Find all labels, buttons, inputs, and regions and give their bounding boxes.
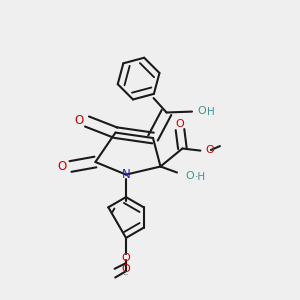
Text: O: O (175, 119, 184, 129)
Text: ·H: ·H (194, 172, 206, 182)
Text: methyl: methyl (124, 274, 128, 275)
Text: O: O (197, 106, 206, 116)
Text: O: O (185, 171, 194, 181)
Text: O: O (122, 263, 130, 274)
Text: N: N (122, 168, 130, 181)
Text: O: O (58, 160, 67, 173)
Text: O: O (74, 113, 83, 127)
Text: O: O (206, 145, 214, 155)
Text: O: O (122, 253, 130, 263)
Text: H: H (207, 107, 214, 117)
